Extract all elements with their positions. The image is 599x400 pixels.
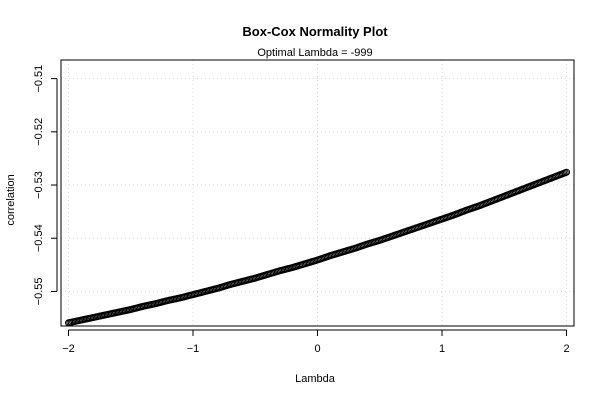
x-axis: −2 −1 0 1 2	[62, 329, 570, 355]
y-tick-label-4: −0.51	[33, 65, 45, 93]
x-tick-label-1: −1	[187, 343, 200, 355]
y-tick-label-2: −0.53	[33, 171, 45, 199]
x-tick-label-3: 1	[439, 343, 445, 355]
data-point-360	[563, 168, 571, 176]
x-tick-label-2: 0	[314, 343, 320, 355]
chart-title: Box-Cox Normality Plot	[242, 24, 388, 39]
plot-area-frame	[60, 59, 575, 327]
y-axis-label: correlation	[5, 174, 17, 225]
y-tick-label-3: −0.52	[33, 118, 45, 146]
y-tick-label-1: −0.54	[33, 224, 45, 252]
grid-lines	[61, 60, 574, 326]
chart-subtitle: Optimal Lambda = -999	[257, 47, 372, 59]
x-axis-label: Lambda	[295, 373, 336, 385]
data-points	[64, 168, 571, 327]
x-tick-label-4: 2	[563, 343, 569, 355]
y-tick-label-0: −0.55	[33, 277, 45, 305]
y-axis: −0.55 −0.54 −0.53 −0.52 −0.51	[33, 65, 58, 305]
x-tick-label-0: −2	[62, 343, 75, 355]
